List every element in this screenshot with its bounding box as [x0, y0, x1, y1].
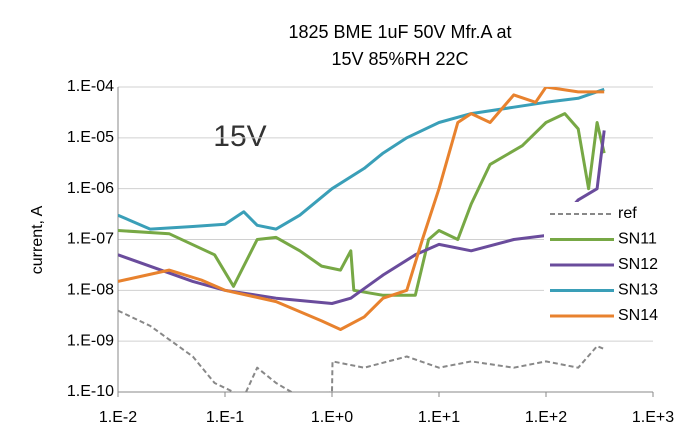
x-tick-label: 1.E-2	[99, 409, 137, 426]
series-line	[118, 112, 606, 297]
legend-label: SN14	[618, 307, 658, 324]
x-tick-label: 1.E+3	[632, 409, 674, 426]
y-axis-label: current, A	[29, 205, 46, 274]
annotation: 15V	[213, 120, 266, 153]
x-tick-label: 1.E+1	[418, 409, 460, 426]
x-tick-label: 1.E-1	[206, 409, 244, 426]
y-tick-label: 1.E-06	[67, 180, 114, 197]
x-tick-label: 1.E+2	[525, 409, 567, 426]
y-tick-label: 1.E-05	[67, 129, 114, 146]
y-tick-label: 1.E-09	[67, 332, 114, 349]
y-tick-label: 1.E-08	[67, 282, 114, 299]
x-tick-label: 1.E+0	[311, 409, 353, 426]
y-tick-label: 1.E-07	[67, 231, 114, 248]
chart-title: 15V 85%RH 22C	[331, 49, 468, 69]
legend-label: ref	[618, 205, 637, 222]
legend-label: SN12	[618, 256, 658, 273]
y-tick-label: 1.E-04	[67, 78, 114, 95]
series-line	[118, 87, 605, 331]
legend-box	[544, 202, 656, 332]
plot-area	[118, 87, 606, 392]
chart-title: 1825 BME 1uF 50V Mfr.A at	[288, 22, 511, 42]
series-line	[118, 87, 605, 231]
legend-label: SN13	[618, 282, 658, 299]
legend-label: SN11	[618, 231, 657, 248]
y-tick-label: 1.E-10	[67, 383, 114, 400]
series-line	[118, 309, 605, 392]
